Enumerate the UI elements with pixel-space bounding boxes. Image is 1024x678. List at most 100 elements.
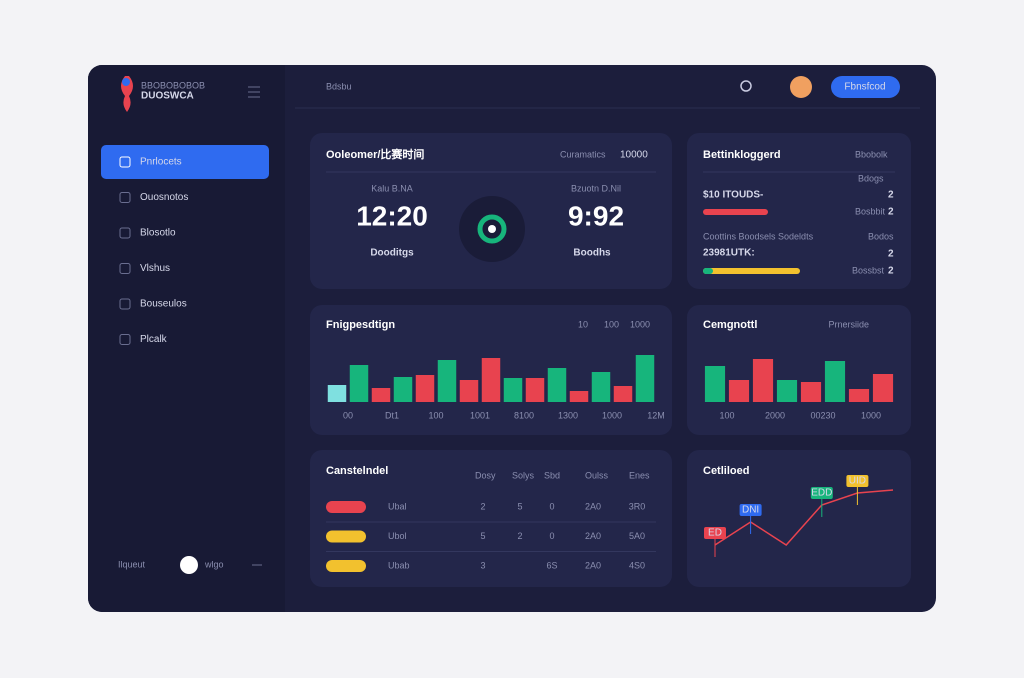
bar: [591, 372, 611, 402]
bar: [393, 377, 413, 402]
cell: 4S0: [629, 560, 645, 570]
time: 12:20: [356, 200, 428, 231]
tag-label: DNI: [742, 505, 759, 516]
column-header: Dosy: [475, 470, 496, 480]
bar: [752, 359, 774, 402]
bar: [415, 375, 435, 402]
cell: Ubab: [388, 560, 410, 570]
gauge-dot: [488, 225, 496, 233]
bar: [525, 378, 545, 402]
menu-active[interactable]: [101, 145, 269, 179]
bar: [800, 382, 822, 402]
brand: DUOSWCA: [141, 91, 194, 102]
cell: 2: [517, 531, 522, 541]
bar: [704, 366, 726, 402]
menu-item[interactable]: Ouosnotos: [140, 192, 188, 203]
amount: $10 ITOUDS-: [703, 190, 763, 201]
status: Boodhs: [573, 248, 611, 259]
row-pill: [326, 530, 366, 543]
legend-item: 10: [578, 319, 588, 329]
tag: [739, 504, 762, 516]
legend-item: 100: [604, 319, 619, 329]
menu-item[interactable]: Blosotlo: [140, 228, 176, 239]
column-header: Enes: [629, 470, 650, 480]
bar: [349, 365, 369, 402]
tag: [846, 475, 869, 487]
value: 10000: [620, 150, 648, 161]
menu-icon[interactable]: [119, 192, 131, 203]
bar: [503, 378, 523, 402]
tag-label: UID: [849, 476, 866, 487]
cell: 3R0: [629, 501, 646, 511]
cell: 5A0: [629, 531, 645, 541]
menu-icon[interactable]: [119, 298, 131, 310]
footer-right: wlgo: [204, 559, 224, 569]
row-pill: [326, 560, 366, 572]
cell: 2A0: [585, 501, 601, 511]
topbar-title: Bdsbu: [326, 81, 352, 91]
x-tick-label: 2000: [765, 410, 785, 420]
caption: Coottins Boodsels Sodeldts: [703, 231, 814, 241]
progress: [703, 268, 713, 274]
x-tick-label: 12M: [647, 410, 665, 420]
panel-title: Cetliloed: [703, 465, 749, 477]
panel-title: Cemgnottl: [703, 319, 757, 331]
status: Dooditgs: [370, 248, 414, 259]
bar: [872, 374, 894, 402]
tag: [810, 487, 833, 499]
menu-icon[interactable]: [119, 263, 131, 274]
x-tick-label: 1000: [602, 410, 622, 420]
panel-table: [310, 450, 672, 587]
panel-bar2: [687, 305, 911, 435]
x-tick-label: Dt1: [385, 410, 399, 420]
menu-item[interactable]: Vlshus: [140, 263, 170, 274]
logo-dot: [122, 78, 130, 86]
tag: Bossbst: [852, 265, 885, 275]
menu-item[interactable]: Plcalk: [140, 334, 168, 345]
bar: [569, 391, 589, 402]
cell: 0: [549, 531, 554, 541]
tag-label: EDD: [811, 488, 832, 499]
bar: [547, 368, 567, 402]
cell: 2A0: [585, 531, 601, 541]
panel-title: Canstelndel: [326, 465, 388, 477]
tag-label: ED: [708, 528, 722, 539]
avatar[interactable]: [790, 76, 812, 98]
menu-item[interactable]: Pnrlocets: [140, 157, 182, 168]
search[interactable]: [740, 80, 752, 92]
column-header: Oulss: [585, 470, 609, 480]
top-button[interactable]: [831, 76, 900, 98]
bar: [437, 360, 457, 402]
column-header: Sbd: [544, 470, 560, 480]
team-label: Bzuotn D.Nil: [571, 183, 621, 193]
menu-icon[interactable]: [119, 227, 131, 239]
tag: Bdogs: [858, 173, 884, 183]
menu-icon[interactable]: [248, 86, 260, 98]
bar: [848, 389, 870, 402]
tag: [704, 527, 726, 539]
cell: 2A0: [585, 560, 601, 570]
bar: [327, 385, 347, 402]
bar: [459, 380, 479, 402]
column-header: Solys: [512, 470, 535, 480]
top-button-label[interactable]: Fbnsfcod: [844, 82, 885, 93]
tag: Bosbbit: [855, 206, 886, 216]
sidebar: [88, 65, 285, 612]
num: 2: [888, 266, 894, 277]
row-pill: [326, 501, 366, 513]
menu-icon[interactable]: [119, 156, 131, 168]
menu-item[interactable]: Bouseulos: [140, 299, 187, 310]
x-tick-label: 1001: [470, 410, 490, 420]
cell: 5: [480, 531, 485, 541]
progress: [703, 209, 768, 215]
footer-avatar[interactable]: [180, 556, 198, 574]
panel-title: Bettinkloggerd: [703, 149, 781, 161]
menu-icon[interactable]: [119, 334, 131, 345]
progress: [703, 268, 800, 274]
bar: [481, 358, 501, 402]
cell: 3: [480, 560, 485, 570]
legend-item: Prnersiide: [828, 319, 869, 329]
gauge-ring: [477, 214, 507, 244]
bar: [824, 361, 846, 402]
